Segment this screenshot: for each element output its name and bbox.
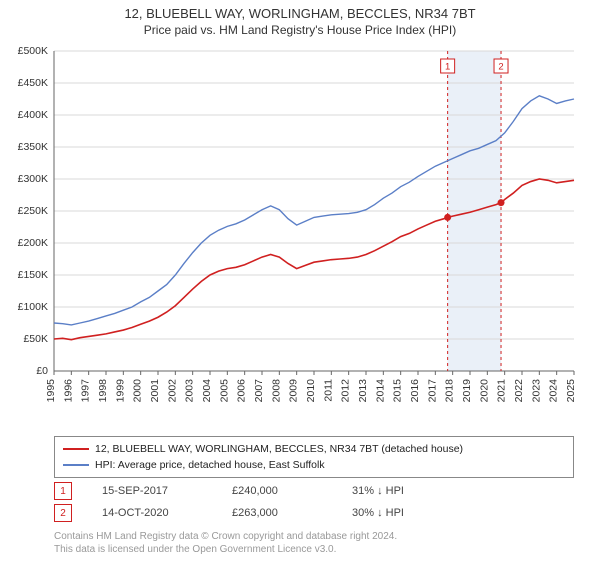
footer-line: This data is licensed under the Open Gov… xyxy=(54,543,574,556)
svg-text:2001: 2001 xyxy=(149,379,161,403)
sale-date: 15-SEP-2017 xyxy=(102,485,202,497)
legend-label: HPI: Average price, detached house, East… xyxy=(95,457,325,473)
svg-text:2012: 2012 xyxy=(340,379,352,403)
legend-row: 12, BLUEBELL WAY, WORLINGHAM, BECCLES, N… xyxy=(63,441,565,457)
svg-text:£400K: £400K xyxy=(18,109,48,121)
svg-text:2015: 2015 xyxy=(392,379,404,403)
svg-text:2013: 2013 xyxy=(357,379,369,403)
svg-text:£150K: £150K xyxy=(18,269,48,281)
sale-price: £263,000 xyxy=(232,507,322,519)
svg-text:2018: 2018 xyxy=(444,379,456,403)
svg-text:£200K: £200K xyxy=(18,237,48,249)
svg-text:2014: 2014 xyxy=(374,379,386,403)
sale-pct: 31% ↓ HPI xyxy=(352,485,404,497)
svg-text:1999: 1999 xyxy=(114,379,126,403)
svg-text:2022: 2022 xyxy=(513,379,525,403)
legend-line-sample xyxy=(63,464,89,466)
svg-text:£0: £0 xyxy=(36,365,48,377)
sale-price: £240,000 xyxy=(232,485,322,497)
sale-marker: 2 xyxy=(54,504,72,522)
sale-date: 14-OCT-2020 xyxy=(102,507,202,519)
svg-text:£250K: £250K xyxy=(18,205,48,217)
svg-text:2025: 2025 xyxy=(565,379,577,403)
svg-text:1: 1 xyxy=(445,62,450,73)
svg-text:2009: 2009 xyxy=(288,379,300,403)
footer-credits: Contains HM Land Registry data © Crown c… xyxy=(54,530,574,556)
svg-text:£300K: £300K xyxy=(18,173,48,185)
svg-text:2016: 2016 xyxy=(409,379,421,403)
svg-text:£500K: £500K xyxy=(18,45,48,57)
svg-text:£450K: £450K xyxy=(18,77,48,89)
svg-text:2023: 2023 xyxy=(530,379,542,403)
svg-text:2010: 2010 xyxy=(305,379,317,403)
sale-marker: 1 xyxy=(54,482,72,500)
svg-text:1996: 1996 xyxy=(62,379,74,403)
chart-subtitle: Price paid vs. HM Land Registry's House … xyxy=(0,23,600,37)
chart-area: £0 £50K £100K £150K £200K £250K £300K £350K £400… xyxy=(0,43,600,423)
svg-text:2017: 2017 xyxy=(426,379,438,403)
sale-row: 1 15-SEP-2017 £240,000 31% ↓ HPI xyxy=(54,480,574,502)
legend-row: HPI: Average price, detached house, East… xyxy=(63,457,565,473)
svg-text:1998: 1998 xyxy=(97,379,109,403)
legend-line-sample xyxy=(63,448,89,450)
sales-table: 1 15-SEP-2017 £240,000 31% ↓ HPI 2 14-OCT-202… xyxy=(54,480,574,524)
svg-text:£100K: £100K xyxy=(18,301,48,313)
svg-text:2008: 2008 xyxy=(270,379,282,403)
svg-text:£50K: £50K xyxy=(23,333,48,345)
svg-text:2003: 2003 xyxy=(184,379,196,403)
footer-line: Contains HM Land Registry data © Crown c… xyxy=(54,530,574,543)
svg-text:2007: 2007 xyxy=(253,379,265,403)
chart-title: 12, BLUEBELL WAY, WORLINGHAM, BECCLES, N… xyxy=(0,6,600,21)
svg-text:2019: 2019 xyxy=(461,379,473,403)
svg-text:2021: 2021 xyxy=(496,379,508,403)
sale-pct: 30% ↓ HPI xyxy=(352,507,404,519)
svg-text:2006: 2006 xyxy=(236,379,248,403)
svg-text:2: 2 xyxy=(498,62,503,73)
svg-text:2005: 2005 xyxy=(218,379,230,403)
legend-label: 12, BLUEBELL WAY, WORLINGHAM, BECCLES, N… xyxy=(95,441,463,457)
svg-text:2004: 2004 xyxy=(201,379,213,403)
svg-text:2020: 2020 xyxy=(478,379,490,403)
line-chart: £0 £50K £100K £150K £200K £250K £300K £350K £400… xyxy=(0,43,600,423)
svg-text:2000: 2000 xyxy=(132,379,144,403)
svg-text:2011: 2011 xyxy=(322,379,334,402)
legend: 12, BLUEBELL WAY, WORLINGHAM, BECCLES, N… xyxy=(54,436,574,478)
svg-text:£350K: £350K xyxy=(18,141,48,153)
svg-text:1997: 1997 xyxy=(80,379,92,403)
svg-text:2002: 2002 xyxy=(166,379,178,403)
svg-text:1995: 1995 xyxy=(45,379,57,403)
sale-row: 2 14-OCT-2020 £263,000 30% ↓ HPI xyxy=(54,502,574,524)
svg-text:2024: 2024 xyxy=(548,379,560,403)
